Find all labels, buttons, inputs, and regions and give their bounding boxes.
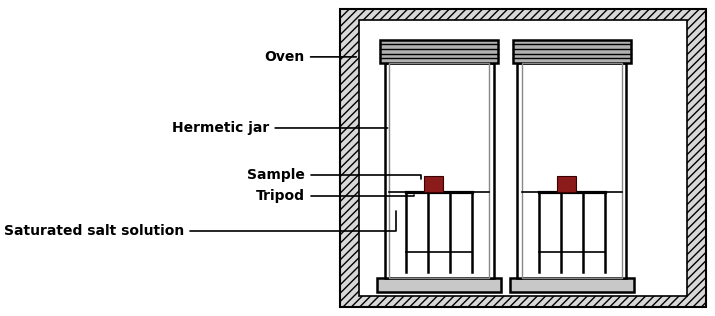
Bar [513, 40, 631, 63]
Bar [340, 9, 706, 307]
Bar [380, 40, 498, 63]
Bar [378, 278, 500, 292]
Bar [511, 278, 633, 292]
Bar [359, 20, 687, 296]
Text: Tripod: Tripod [256, 189, 305, 203]
Bar [389, 63, 489, 278]
Bar [556, 176, 576, 192]
Bar [424, 176, 443, 192]
Bar [517, 63, 626, 278]
Bar [522, 63, 622, 278]
Bar [385, 63, 493, 278]
Text: Saturated salt solution: Saturated salt solution [4, 224, 184, 238]
Text: Sample: Sample [247, 168, 305, 182]
Text: Oven: Oven [265, 50, 305, 64]
Text: Hermetic jar: Hermetic jar [172, 121, 270, 135]
